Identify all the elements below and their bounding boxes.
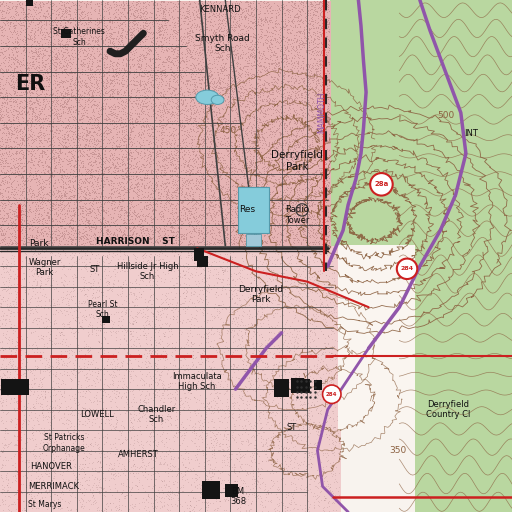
Bar (26, 0, 33, 6)
Text: 450: 450 (219, 126, 237, 135)
Text: INT: INT (464, 129, 478, 138)
Ellipse shape (196, 90, 219, 104)
Text: Derryfield
Country Cl: Derryfield Country Cl (426, 400, 470, 419)
Text: ST: ST (287, 423, 297, 432)
Bar (194, 248, 204, 261)
Text: 500: 500 (437, 111, 454, 120)
Text: Derryfield
Park: Derryfield Park (239, 285, 284, 304)
Bar (246, 234, 261, 246)
Text: 284: 284 (400, 266, 414, 271)
Text: 28a: 28a (374, 181, 389, 187)
Circle shape (370, 173, 393, 196)
Text: Radio
Tower: Radio Tower (285, 205, 309, 225)
Text: ST: ST (90, 265, 100, 274)
Text: Smyth Road
Sch: Smyth Road Sch (196, 34, 250, 53)
Bar (102, 316, 110, 323)
Text: HANOVER: HANOVER (30, 462, 72, 472)
Text: LOWELL: LOWELL (80, 410, 114, 419)
Text: Hillside Jr High
Sch: Hillside Jr High Sch (117, 262, 178, 281)
Ellipse shape (211, 95, 224, 104)
Bar (197, 256, 208, 267)
Text: Wagner
Park: Wagner Park (28, 258, 61, 277)
Bar (225, 484, 238, 497)
Text: Chandler
Sch: Chandler Sch (137, 405, 175, 424)
Bar (61, 29, 71, 38)
Text: 284: 284 (326, 392, 337, 397)
Text: AMHERST: AMHERST (118, 450, 159, 459)
Bar (238, 187, 269, 233)
Bar (274, 379, 289, 397)
Text: St Patricks
Orphanage: St Patricks Orphanage (42, 433, 86, 453)
Circle shape (323, 385, 341, 403)
Text: ER: ER (15, 74, 46, 95)
Text: Park: Park (29, 239, 48, 248)
Text: HARRISON    ST: HARRISON ST (96, 237, 175, 246)
Text: MAMMOTH: MAMMOTH (317, 92, 327, 133)
Text: St Catherines
Sch: St Catherines Sch (53, 27, 105, 47)
Text: Derryfield
Park: Derryfield Park (271, 151, 323, 172)
Text: KENNARD: KENNARD (199, 5, 241, 14)
Text: St Marys: St Marys (28, 500, 61, 509)
Bar (1, 379, 29, 395)
Text: Pearl St
Sch: Pearl St Sch (88, 300, 117, 319)
Text: BM
368: BM 368 (230, 487, 246, 506)
Text: Res: Res (239, 205, 255, 215)
Bar (294, 379, 310, 393)
Text: Immaculata
High Sch: Immaculata High Sch (172, 372, 222, 391)
Bar (202, 481, 220, 499)
Text: MERRIMACK: MERRIMACK (28, 482, 79, 491)
Bar (314, 380, 322, 390)
Bar (291, 378, 304, 393)
Text: 350: 350 (390, 446, 407, 455)
Circle shape (397, 259, 417, 279)
